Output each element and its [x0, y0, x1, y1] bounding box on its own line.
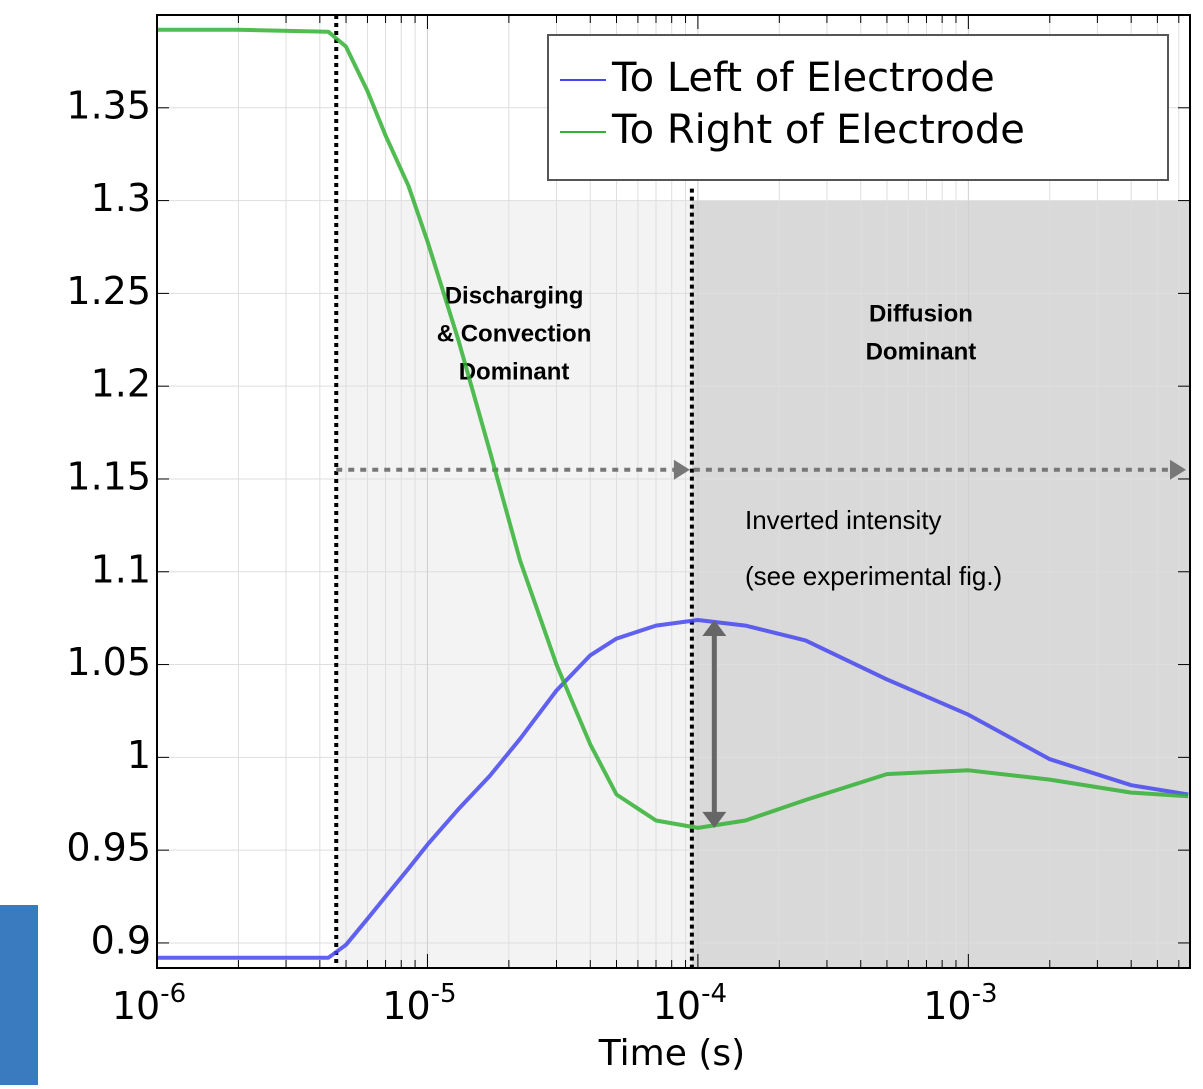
y-tick-label: 1.05: [66, 640, 151, 684]
region-label: Dominant: [866, 338, 977, 365]
region-label: Diffusion: [869, 300, 973, 327]
series-line: [157, 27, 1189, 830]
x-tick-exponent: -3: [972, 979, 998, 1009]
arrow-head: [702, 620, 727, 637]
arrow-head: [702, 811, 727, 828]
series-line: [157, 618, 1189, 960]
x-tick-label: 10-6: [112, 979, 186, 1028]
x-tick-label: 10-3: [923, 979, 997, 1028]
x-tick-exponent: -5: [431, 979, 457, 1009]
legend-label: To Left of Electrode: [611, 55, 995, 101]
y-tick-label: 1.2: [91, 362, 151, 406]
y-tick-label: 1.15: [66, 454, 151, 498]
x-axis-label: Time (s): [598, 1033, 745, 1074]
region: [336, 200, 692, 968]
y-tick-label: 1.35: [66, 83, 151, 127]
legend-label: To Right of Electrode: [611, 107, 1025, 153]
plot-frame: [156, 14, 1191, 969]
y-tick-label: 1.25: [66, 269, 151, 313]
annotation: (see experimental fig.): [745, 561, 1002, 591]
x-tick-label: 10-5: [382, 979, 456, 1028]
x-tick-base: 10: [112, 984, 160, 1028]
y-tick-label: 0.95: [66, 826, 151, 870]
region: [691, 200, 1190, 968]
arrow-head: [673, 459, 690, 480]
annotation: Inverted intensity: [745, 505, 942, 535]
thumbnail-fragment: [0, 905, 38, 1085]
x-tick-base: 10: [653, 984, 701, 1028]
legend-box: [547, 34, 1169, 181]
y-tick-label: 1: [127, 733, 151, 777]
region-label: & Convection: [437, 320, 592, 347]
x-tick-exponent: -4: [701, 979, 727, 1009]
y-tick-label: 1.3: [91, 176, 151, 220]
x-tick-base: 10: [923, 984, 971, 1028]
y-tick-label: 1.1: [91, 547, 151, 591]
x-tick-exponent: -6: [160, 979, 186, 1009]
region-label: Discharging: [445, 282, 584, 309]
x-tick-base: 10: [382, 984, 430, 1028]
y-tick-label: 0.9: [91, 918, 151, 962]
x-tick-label: 10-4: [653, 979, 727, 1028]
arrow-head: [1170, 459, 1186, 480]
region-label: Dominant: [459, 358, 570, 385]
